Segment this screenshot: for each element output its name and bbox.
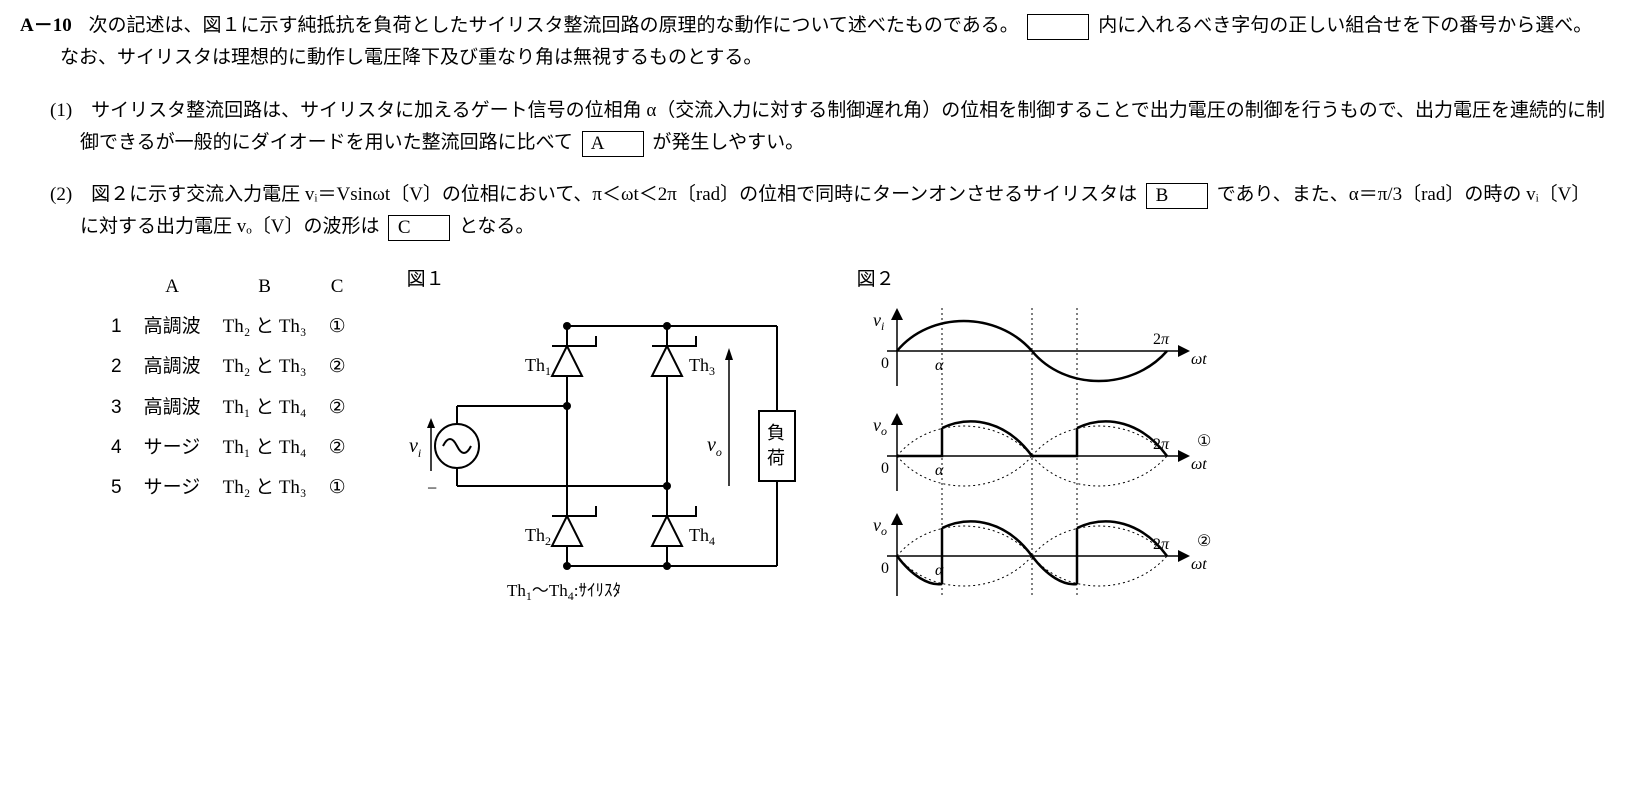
svg-text:0: 0 — [881, 355, 889, 372]
blank-C: C — [388, 215, 450, 241]
col-B: B — [222, 270, 308, 304]
part2-lead: (2) 図２に示す交流入力電圧 vᵢ＝Vsinωt〔V〕の位相において、π＜ωt… — [50, 184, 1137, 205]
svg-text:−: − — [427, 478, 437, 498]
fig2-label: 図２ — [857, 264, 1217, 296]
svg-text:Th2: Th2 — [525, 525, 551, 548]
part2-tail: となる。 — [459, 216, 534, 237]
figure-2: 図２ vi 0 α 2π ωt — [857, 264, 1217, 618]
svg-text:負: 負 — [767, 423, 785, 443]
fig1-label: 図１ — [407, 264, 817, 296]
svg-text:vi: vi — [409, 435, 421, 460]
svg-text:0: 0 — [881, 460, 889, 477]
svg-text:vo: vo — [707, 434, 722, 459]
option-row: 3 高調波 Th₁ と Th₄ ② — [110, 391, 347, 425]
option-row: 5 サージ Th₂ と Th₃ ① — [110, 471, 347, 505]
part-2: (2) 図２に示す交流入力電圧 vᵢ＝Vsinωt〔V〕の位相において、π＜ωt… — [20, 179, 1606, 244]
svg-text:α: α — [935, 462, 944, 479]
blank-B: B — [1146, 183, 1208, 209]
part1-lead: (1) サイリスタ整流回路は、サイリスタに加えるゲート信号の位相角 α（交流入力… — [50, 100, 1605, 153]
circuit-svg: vi − Th1 Th3 — [407, 296, 817, 606]
part1-tail: が発生しやすい。 — [652, 132, 804, 153]
svg-text:ωt: ωt — [1191, 351, 1207, 368]
svg-text:vo: vo — [873, 415, 887, 438]
question-number: A－10 — [20, 15, 72, 36]
option-row: 4 サージ Th₁ と Th₄ ② — [110, 431, 347, 465]
svg-text:Th1～Th4:ｻｲﾘｽﾀ: Th1～Th4:ｻｲﾘｽﾀ — [507, 581, 621, 603]
svg-text:0: 0 — [881, 560, 889, 577]
svg-text:②: ② — [1197, 533, 1211, 550]
svg-text:vi: vi — [873, 310, 884, 333]
svg-text:ωt: ωt — [1191, 456, 1207, 473]
svg-text:荷: 荷 — [767, 448, 785, 468]
svg-text:Th3: Th3 — [689, 355, 715, 378]
answer-options: A B C 1 高調波 Th₂ と Th₃ ① 2 高調波 Th₂ と Th₃ … — [20, 264, 367, 512]
svg-text:α: α — [935, 357, 944, 374]
waveforms-svg: vi 0 α 2π ωt vo 0 α 2π ωt ① — [857, 296, 1217, 606]
intro-blank-box — [1027, 14, 1089, 40]
svg-text:vo: vo — [873, 515, 887, 538]
svg-text:Th1: Th1 — [525, 355, 551, 378]
svg-text:2π: 2π — [1153, 331, 1170, 348]
col-A: A — [143, 270, 202, 304]
option-row: 2 高調波 Th₂ と Th₃ ② — [110, 350, 347, 384]
col-C: C — [328, 270, 347, 304]
option-row: 1 高調波 Th₂ と Th₃ ① — [110, 310, 347, 344]
question-intro: A－10 次の記述は、図１に示す純抵抗を負荷としたサイリスタ整流回路の原理的な動… — [20, 10, 1606, 75]
part-1: (1) サイリスタ整流回路は、サイリスタに加えるゲート信号の位相角 α（交流入力… — [20, 95, 1606, 160]
svg-text:ωt: ωt — [1191, 556, 1207, 573]
blank-A: A — [582, 131, 644, 157]
svg-text:Th4: Th4 — [689, 525, 715, 548]
svg-text:①: ① — [1197, 433, 1211, 450]
intro-text-1: 次の記述は、図１に示す純抵抗を負荷としたサイリスタ整流回路の原理的な動作について… — [88, 15, 1018, 36]
figure-1: 図１ — [407, 264, 817, 618]
